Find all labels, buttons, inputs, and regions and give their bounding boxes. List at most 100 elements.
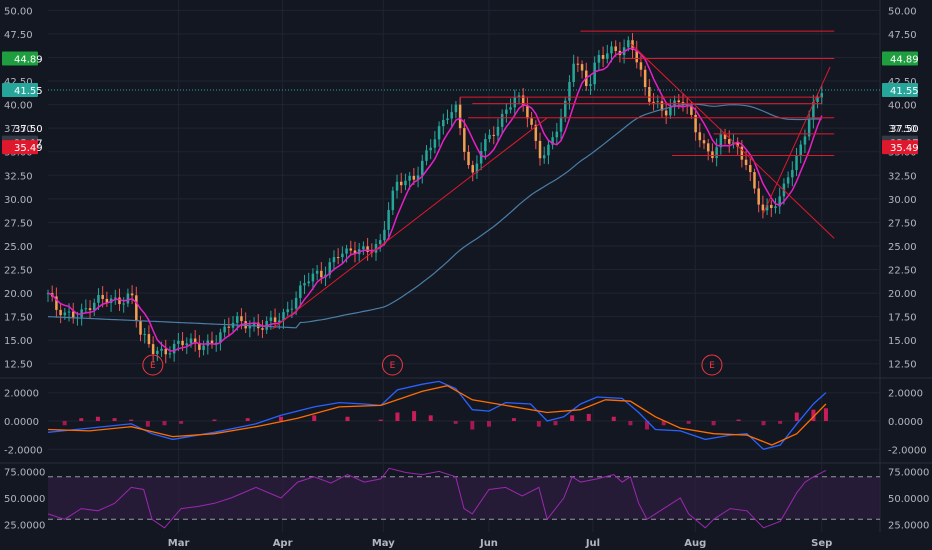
macd-histogram-bar — [162, 421, 167, 426]
y-tick-label-right: 17.50 — [888, 313, 917, 324]
macd-histogram-bar — [79, 418, 84, 421]
candle-body — [105, 298, 109, 304]
price-badge-left-label: 37.50 — [14, 124, 43, 135]
rsi-tick-label-left: 50.0000 — [4, 494, 45, 505]
y-tick-label-right: 32.50 — [888, 171, 917, 182]
y-tick-label-left: 15.00 — [4, 336, 33, 347]
candle-body — [257, 322, 260, 329]
candle-body — [328, 262, 332, 275]
candle-body — [458, 104, 462, 129]
y-tick-label-right: 25.00 — [888, 242, 917, 253]
candle-body — [778, 196, 781, 207]
candle-body — [353, 250, 357, 255]
candle-body — [97, 294, 100, 303]
candle-body — [299, 285, 302, 298]
price-badge-right — [882, 51, 918, 66]
candle-body — [198, 343, 201, 350]
axes: 50.0050.0047.5047.5045.0045.0042.5042.50… — [2, 6, 929, 549]
candle-body — [648, 87, 651, 102]
candle-body — [614, 46, 617, 51]
candle-body — [437, 126, 441, 140]
candle-body — [244, 321, 247, 329]
candle-body — [177, 340, 180, 344]
candle-body — [320, 270, 323, 278]
macd-histogram-bar — [145, 421, 150, 427]
candle-body — [597, 55, 601, 63]
y-tick-label-left: 50.00 — [4, 6, 33, 17]
candle-body — [391, 190, 395, 211]
candle-body — [84, 308, 88, 310]
y-tick-label-left: 20.00 — [4, 289, 33, 300]
earnings-marker-label: E — [150, 361, 156, 371]
candle-body — [139, 320, 142, 335]
y-tick-label-right: 30.00 — [888, 195, 917, 206]
candle-body — [547, 144, 550, 156]
macd-histogram-bar — [62, 421, 67, 426]
candle-body — [749, 165, 752, 173]
candle-body — [349, 248, 353, 251]
y-tick-label-right: 15.00 — [888, 336, 917, 347]
macd-histogram-bar — [761, 421, 766, 426]
candle-body — [88, 308, 92, 311]
earnings-marker-label: E — [390, 361, 396, 371]
candle-body — [799, 144, 802, 157]
price-badge-left — [2, 51, 38, 66]
macd-panel[interactable] — [47, 380, 828, 451]
candle-body — [294, 297, 298, 309]
candle-body — [101, 294, 104, 299]
candle-body — [248, 326, 252, 329]
rsi-tick-label-right: 25.0000 — [888, 521, 929, 532]
candle-body — [345, 248, 348, 254]
candle-body — [252, 322, 256, 327]
rsi-tick-label-left: 75.0000 — [4, 467, 45, 478]
candle-body — [652, 101, 655, 103]
candle-body — [429, 147, 432, 151]
candle-body — [677, 100, 681, 103]
moving-average-fast-line — [47, 47, 823, 352]
candle-body — [463, 128, 466, 152]
candle-body — [67, 311, 71, 313]
candle-body — [727, 139, 731, 144]
macd-histogram-bar — [823, 408, 828, 421]
rsi-panel[interactable] — [47, 467, 880, 529]
earnings-marker — [701, 354, 723, 376]
candle-body — [496, 126, 500, 136]
candle-body — [526, 105, 529, 119]
macd-histogram-bar — [345, 416, 350, 421]
price-badge-left-label: 44.89 — [14, 55, 43, 66]
candle-body — [172, 343, 176, 354]
candle-body — [366, 246, 369, 252]
macd-histogram-bar — [395, 412, 400, 421]
x-tick-label: Jul — [585, 538, 600, 549]
candle-body — [122, 303, 125, 305]
candle-body — [290, 308, 294, 310]
macd-histogram-bar — [470, 421, 475, 430]
macd-histogram-bar — [412, 411, 417, 421]
candle-body — [114, 297, 117, 299]
rsi-band — [48, 476, 880, 520]
candle-body — [71, 311, 75, 319]
candle-body — [399, 181, 403, 186]
macd-tick-label-left: 2.0000 — [4, 389, 39, 400]
price-badge-right — [882, 140, 918, 155]
candle-body — [606, 53, 609, 59]
price-badge-left — [2, 140, 38, 155]
candle-body — [643, 69, 647, 88]
trendline — [272, 117, 548, 330]
grid — [0, 0, 932, 532]
candle-body — [656, 101, 660, 103]
candle-body — [505, 109, 508, 114]
candle-body — [521, 95, 525, 106]
candle-body — [63, 312, 67, 316]
candle-body — [421, 160, 424, 176]
macd-histogram-bar — [586, 413, 591, 421]
candle-body — [812, 102, 815, 120]
candle-body — [492, 134, 496, 136]
candle-body — [538, 140, 542, 159]
candle-body — [404, 180, 407, 186]
x-tick-label: Aug — [684, 538, 706, 549]
candle-body — [143, 334, 146, 336]
candle-body — [744, 159, 748, 166]
